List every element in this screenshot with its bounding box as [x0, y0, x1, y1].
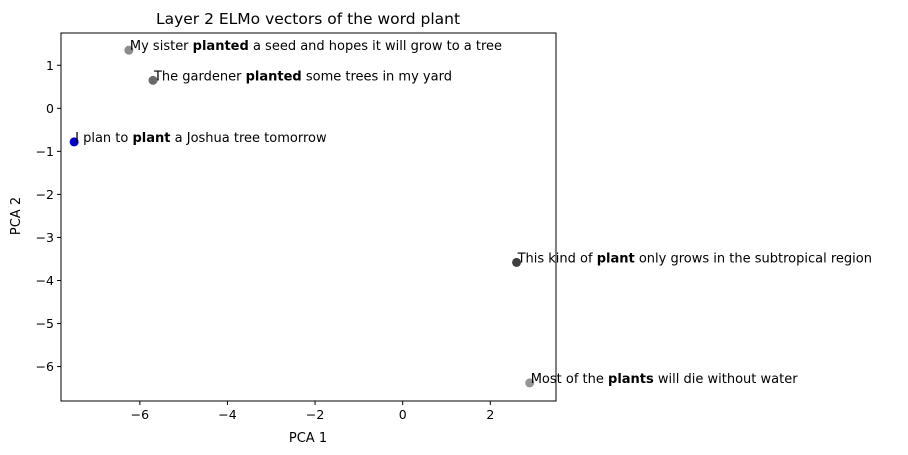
y-tick-label: −3 — [36, 230, 54, 245]
point-annotation: My sister planted a seed and hopes it wi… — [130, 39, 502, 54]
point-annotation: The gardener planted some trees in my ya… — [153, 69, 452, 84]
plot-area — [60, 32, 557, 402]
annotation-text: a seed and hopes it will grow to a tree — [249, 39, 502, 54]
chart-title: Layer 2 ELMo vectors of the word plant — [156, 10, 460, 28]
x-tick-label: −2 — [306, 407, 324, 422]
data-point — [69, 137, 79, 147]
x-tick-label: 0 — [399, 407, 407, 422]
annotation-keyword: planted — [193, 39, 249, 54]
y-tick-label: 0 — [46, 101, 54, 116]
y-tick-label: −1 — [36, 144, 54, 159]
x-axis-label: PCA 1 — [289, 431, 327, 446]
annotation-text: The gardener — [153, 69, 246, 84]
data-point — [148, 75, 158, 85]
y-axis-label: PCA 2 — [9, 197, 24, 235]
data-point — [525, 378, 535, 388]
x-tick-label: 2 — [486, 407, 494, 422]
y-tick-label: −4 — [36, 273, 54, 288]
data-points — [69, 45, 535, 388]
point-annotation: I plan to plant a Joshua tree tomorrow — [75, 131, 327, 146]
annotation-keyword: plants — [608, 372, 654, 387]
annotation-keyword: planted — [246, 69, 302, 84]
annotation-text: I plan to — [75, 131, 132, 146]
annotation-text: will die without water — [654, 372, 798, 387]
annotations: My sister planted a seed and hopes it wi… — [75, 39, 872, 387]
y-tick-label: 1 — [46, 58, 54, 73]
x-axis: −6 −4 −2 0 2 — [131, 401, 494, 422]
x-tick-label: −4 — [218, 407, 236, 422]
data-point — [124, 45, 134, 55]
annotation-keyword: plant — [133, 131, 171, 146]
annotation-text: some trees in my yard — [302, 69, 452, 84]
y-tick-label: −6 — [36, 359, 54, 374]
annotation-keyword: plant — [597, 251, 635, 266]
x-tick-label: −6 — [131, 407, 149, 422]
annotation-text: Most of the — [531, 372, 608, 387]
y-tick-label: −2 — [36, 187, 54, 202]
y-axis: 1 0 −1 −2 −3 −4 −5 −6 — [36, 58, 61, 374]
data-point — [512, 257, 522, 267]
annotation-text: only grows in the subtropical region — [635, 251, 872, 266]
y-tick-label: −5 — [36, 316, 54, 331]
point-annotation: Most of the plants will die without wate… — [531, 372, 798, 387]
point-annotation: This kind of plant only grows in the sub… — [517, 251, 872, 266]
annotation-text: a Joshua tree tomorrow — [171, 131, 327, 146]
annotation-text: This kind of — [517, 251, 597, 266]
annotation-text: My sister — [130, 39, 193, 54]
